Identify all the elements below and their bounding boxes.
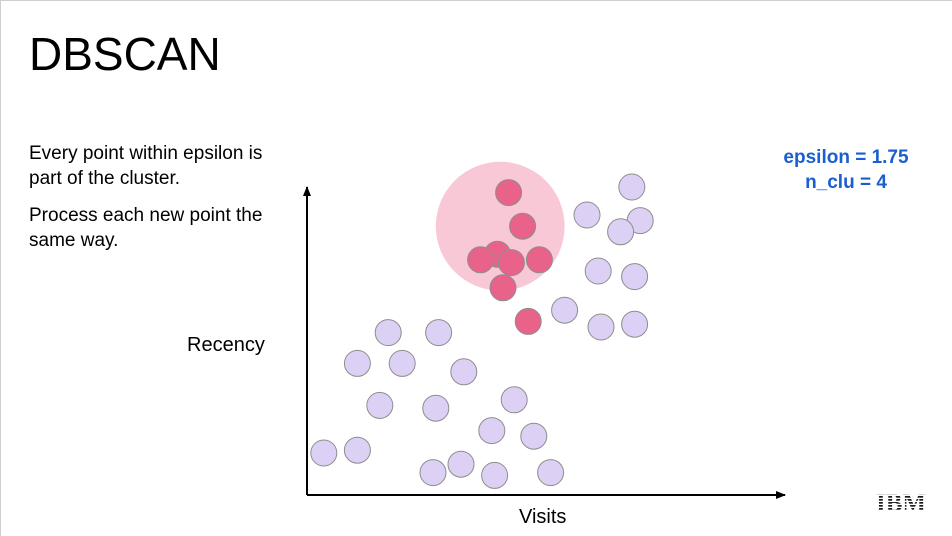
unclustered-point [343, 436, 371, 464]
unclustered-point [500, 386, 528, 414]
cluster-point [467, 246, 495, 274]
cluster-point [509, 212, 537, 240]
unclustered-point [419, 459, 447, 487]
unclustered-point [374, 319, 402, 347]
ibm-logo: IBM [876, 490, 926, 514]
unclustered-point [310, 439, 338, 467]
n-clu-param: n_clu = 4 [805, 172, 887, 193]
cluster-point [495, 179, 523, 207]
ibm-logo-text: IBM [876, 490, 926, 514]
cluster-point [525, 246, 553, 274]
cluster-point [489, 274, 517, 302]
unclustered-point [621, 310, 649, 338]
unclustered-point [551, 296, 579, 324]
slide-title: DBSCAN [29, 28, 221, 80]
unclustered-point [584, 257, 612, 285]
cluster-point [497, 249, 525, 277]
unclustered-point [481, 461, 509, 489]
x-axis-label: Visits [519, 506, 567, 528]
unclustered-point [425, 319, 453, 347]
unclustered-point [422, 394, 450, 422]
unclustered-point [607, 218, 635, 246]
unclustered-point [388, 349, 416, 377]
body-line-1: Every point within epsilon is part of th… [29, 143, 263, 189]
epsilon-param: epsilon = 1.75 [783, 147, 909, 168]
axes [303, 186, 786, 499]
unclustered-point [478, 417, 506, 445]
unclustered-point [366, 391, 394, 419]
unclustered-point [621, 263, 649, 291]
y-axis-label: Recency [187, 334, 265, 356]
unclustered-point [343, 349, 371, 377]
unclustered-point [447, 450, 475, 478]
body-text: Every point within epsilon is part of th… [29, 141, 299, 265]
unclustered-point [537, 459, 565, 487]
cluster-point [514, 307, 542, 335]
unclustered-point [573, 201, 601, 229]
unclustered-point [618, 173, 646, 201]
unclustered-point [587, 313, 615, 341]
unclustered-point [520, 422, 548, 450]
params-box: epsilon = 1.75 n_clu = 4 [741, 145, 951, 195]
body-line-2: Process each new point the same way. [29, 205, 263, 251]
unclustered-point [450, 358, 478, 386]
points-layer [310, 173, 654, 489]
